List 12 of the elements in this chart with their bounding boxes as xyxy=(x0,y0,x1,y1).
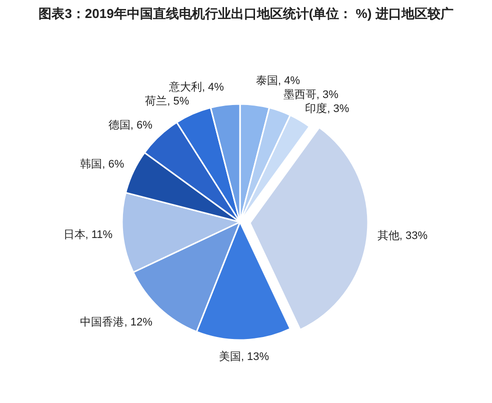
slice-label: 韩国, 6% xyxy=(80,158,124,170)
slice-label: 中国香港, 12% xyxy=(80,315,153,328)
slice-label: 日本, 11% xyxy=(63,228,113,242)
slice-label: 意大利, 4% xyxy=(168,80,224,94)
slice-label: 德国, 6% xyxy=(108,120,153,132)
slice-label: 美国, 13% xyxy=(218,350,270,363)
slice-label: 印度, 3% xyxy=(305,102,350,115)
chart-title: 图表3：2019年中国直线电机行业出口地区统计(单位： %) 进口地区较广 xyxy=(38,6,454,21)
slice-label: 荷兰, 5% xyxy=(145,94,190,108)
slice-label: 其他, 33% xyxy=(377,228,428,242)
slice-label: 泰国, 4% xyxy=(256,74,300,87)
slice-label: 墨西哥, 3% xyxy=(283,88,339,101)
